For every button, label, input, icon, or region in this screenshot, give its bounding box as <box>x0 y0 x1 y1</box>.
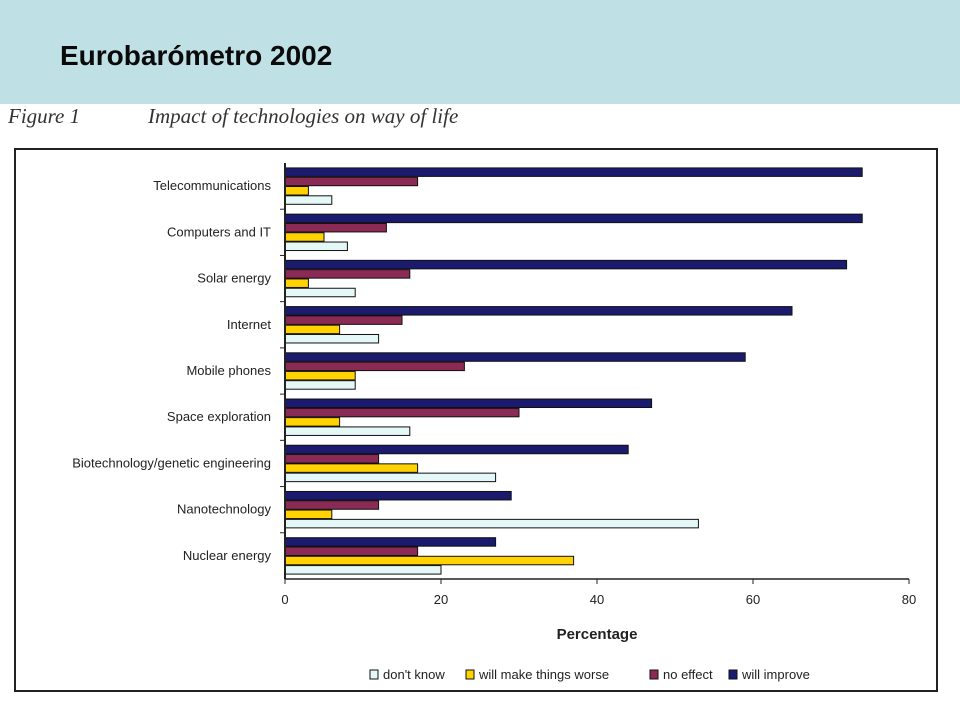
bar-mobile-phones-don-t-know <box>284 380 356 390</box>
bar-computers-and-it-don-t-know <box>284 241 348 252</box>
slide-title: Eurobarómetro 2002 <box>60 40 333 71</box>
legend-label-no-effect: no effect <box>663 667 713 682</box>
category-label-computers-and-it: Computers and IT <box>167 224 271 239</box>
bar-telecommunications-will-improve <box>284 167 863 177</box>
category-label-biotechnology-genetic-engineering: Biotechnology/genetic engineering <box>72 455 271 470</box>
legend-swatch-no-effect <box>649 669 659 680</box>
header-band <box>0 0 960 104</box>
chart-frame <box>14 148 938 692</box>
labels-layer: Telecommunications Computers and IT Solar … <box>72 178 916 607</box>
x-tick-label-60: 60 <box>746 592 760 607</box>
bar-computers-and-it-no-effect <box>284 222 387 233</box>
bar-telecommunications-don-t-know <box>284 195 333 205</box>
bars-layer <box>284 167 863 575</box>
x-axis-label: Percentage <box>557 626 638 643</box>
category-label-mobile-phones: Mobile phones <box>186 363 271 378</box>
bar-mobile-phones-no-effect <box>284 361 465 372</box>
bar-internet-no-effect <box>284 315 403 325</box>
bar-mobile-phones-will-make-things-worse <box>284 370 356 381</box>
legend: don't know will make things worse no effec… <box>369 667 810 682</box>
bar-space-exploration-will-make-things-worse <box>284 417 341 427</box>
bar-internet-will-improve <box>284 306 793 316</box>
bar-nanotechnology-will-make-things-worse <box>284 509 333 520</box>
legend-swatch-don-t-know <box>369 669 379 680</box>
figure-label: Figure 1 <box>8 104 81 128</box>
bar-nuclear-energy-will-make-things-worse <box>284 555 575 566</box>
bar-nanotechnology-don-t-know <box>284 518 699 529</box>
category-label-telecommunications: Telecommunications <box>153 178 271 193</box>
bar-nanotechnology-will-improve <box>284 490 512 501</box>
x-tick-label-40: 40 <box>590 592 604 607</box>
bar-solar-energy-will-make-things-worse <box>284 278 309 288</box>
bar-biotechnology-genetic-engineering-will-make-things-worse <box>284 463 419 473</box>
bar-biotechnology-genetic-engineering-will-improve <box>284 444 629 455</box>
bar-space-exploration-will-improve <box>284 398 653 409</box>
x-tick-label-20: 20 <box>434 592 448 607</box>
category-label-internet: Internet <box>227 317 271 332</box>
legend-label-will-make-things-worse: will make things worse <box>478 667 609 682</box>
category-label-solar-energy: Solar energy <box>197 271 271 286</box>
legend-swatch-will-improve <box>728 669 738 680</box>
bar-nuclear-energy-don-t-know <box>284 565 442 575</box>
category-label-nanotechnology: Nanotechnology <box>177 502 271 517</box>
bar-space-exploration-no-effect <box>284 407 520 418</box>
x-tick-label-0: 0 <box>281 592 288 607</box>
bar-space-exploration-don-t-know <box>284 426 411 436</box>
bar-computers-and-it-will-improve <box>284 213 863 224</box>
bar-solar-energy-don-t-know <box>284 287 356 298</box>
bar-computers-and-it-will-make-things-worse <box>284 232 325 242</box>
bar-internet-will-make-things-worse <box>284 324 341 335</box>
legend-swatch-will-make-things-worse <box>465 669 475 680</box>
bar-nuclear-energy-will-improve <box>284 537 497 547</box>
bar-solar-energy-will-improve <box>284 259 848 270</box>
bar-mobile-phones-will-improve <box>284 352 746 362</box>
x-tick-label-80: 80 <box>902 592 916 607</box>
category-label-nuclear-energy: Nuclear energy <box>183 548 272 563</box>
axes-layer <box>280 163 910 584</box>
legend-label-don-t-know: don't know <box>383 667 445 682</box>
bar-nuclear-energy-no-effect <box>284 546 419 556</box>
bar-solar-energy-no-effect <box>284 269 411 279</box>
bar-biotechnology-genetic-engineering-no-effect <box>284 454 380 464</box>
bar-biotechnology-genetic-engineering-don-t-know <box>284 472 497 483</box>
bar-telecommunications-no-effect <box>284 176 419 187</box>
figure-caption: Impact of technologies on way of life <box>148 104 459 128</box>
bar-internet-don-t-know <box>284 333 380 344</box>
category-label-space-exploration: Space exploration <box>167 409 271 424</box>
bar-nanotechnology-no-effect <box>284 500 380 510</box>
legend-label-will-improve: will improve <box>741 667 810 682</box>
bar-telecommunications-will-make-things-worse <box>284 186 309 196</box>
